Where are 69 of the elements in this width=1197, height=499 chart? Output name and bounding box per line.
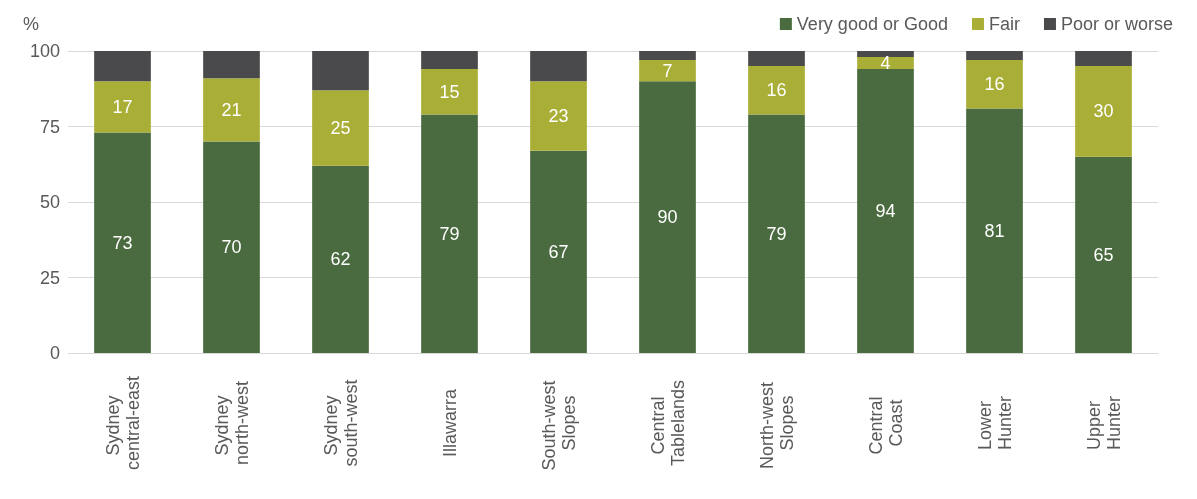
data-label: 81 bbox=[984, 220, 1005, 241]
bar bbox=[421, 69, 478, 115]
x-tick-label: Upper Hunter bbox=[1083, 395, 1124, 451]
data-label: 16 bbox=[766, 80, 787, 101]
bar bbox=[94, 51, 151, 82]
bar bbox=[94, 132, 151, 353]
y-tick-label: 0 bbox=[49, 343, 60, 363]
data-label: 21 bbox=[221, 99, 242, 120]
data-label: 15 bbox=[439, 81, 460, 102]
x-tick-label: Sydney south-west bbox=[320, 379, 361, 467]
bar bbox=[1075, 51, 1132, 67]
x-tick-label: Sydney north-west bbox=[211, 380, 252, 466]
x-tick-label: Sydney central-east bbox=[102, 375, 143, 471]
bar bbox=[857, 69, 914, 353]
bar bbox=[748, 114, 805, 353]
bar bbox=[203, 78, 260, 142]
bar bbox=[421, 51, 478, 70]
bar bbox=[312, 165, 369, 353]
bar bbox=[966, 108, 1023, 353]
data-label: 90 bbox=[657, 207, 678, 228]
x-tick-label: Lower Hunter bbox=[974, 395, 1015, 451]
data-label: 70 bbox=[221, 237, 242, 258]
data-label: 94 bbox=[875, 201, 896, 222]
data-label: 23 bbox=[548, 105, 569, 126]
x-tick-label: South-west Slopes bbox=[538, 375, 579, 471]
bar bbox=[966, 51, 1023, 61]
x-tick-label: North-west Slopes bbox=[756, 376, 797, 470]
x-tick-label: Central Coast bbox=[865, 391, 906, 455]
data-label: 73 bbox=[112, 232, 133, 253]
bar bbox=[639, 81, 696, 353]
data-label: 25 bbox=[330, 118, 351, 139]
y-tick-label: 100 bbox=[29, 41, 60, 61]
bar bbox=[966, 60, 1023, 109]
bar bbox=[203, 141, 260, 353]
data-label: 16 bbox=[984, 74, 1005, 95]
bar bbox=[421, 114, 478, 353]
data-label: 79 bbox=[439, 223, 460, 244]
data-label: 17 bbox=[112, 96, 133, 117]
legend-label: Very good or Good bbox=[796, 14, 948, 34]
data-label: 7 bbox=[662, 60, 673, 81]
data-label: 79 bbox=[766, 223, 787, 244]
bar bbox=[530, 51, 587, 82]
bar bbox=[312, 51, 369, 91]
bar bbox=[639, 60, 696, 82]
data-label: 4 bbox=[880, 53, 891, 74]
bar bbox=[857, 51, 914, 58]
data-label: 62 bbox=[330, 249, 351, 270]
bar bbox=[530, 81, 587, 151]
y-tick-label: 75 bbox=[39, 116, 60, 137]
bar bbox=[1075, 156, 1132, 353]
x-tick-label: Illawarra bbox=[439, 388, 460, 458]
data-label: 67 bbox=[548, 241, 569, 262]
legend-label: Poor or worse bbox=[1060, 14, 1173, 34]
bar bbox=[857, 57, 914, 70]
bar bbox=[94, 81, 151, 133]
y-tick-label: 50 bbox=[39, 192, 60, 212]
y-axis-title: % bbox=[23, 14, 40, 34]
bar bbox=[530, 150, 587, 353]
y-tick-label: 25 bbox=[39, 267, 60, 288]
bar bbox=[1075, 66, 1132, 157]
bar bbox=[639, 51, 696, 61]
bar bbox=[748, 51, 805, 67]
bar bbox=[748, 66, 805, 115]
x-tick-label: Central Tablelands bbox=[647, 379, 688, 467]
legend-label: Fair bbox=[988, 14, 1020, 34]
bar bbox=[203, 51, 260, 79]
data-label: 30 bbox=[1093, 101, 1114, 122]
data-label: 65 bbox=[1093, 244, 1114, 265]
bar bbox=[312, 90, 369, 166]
